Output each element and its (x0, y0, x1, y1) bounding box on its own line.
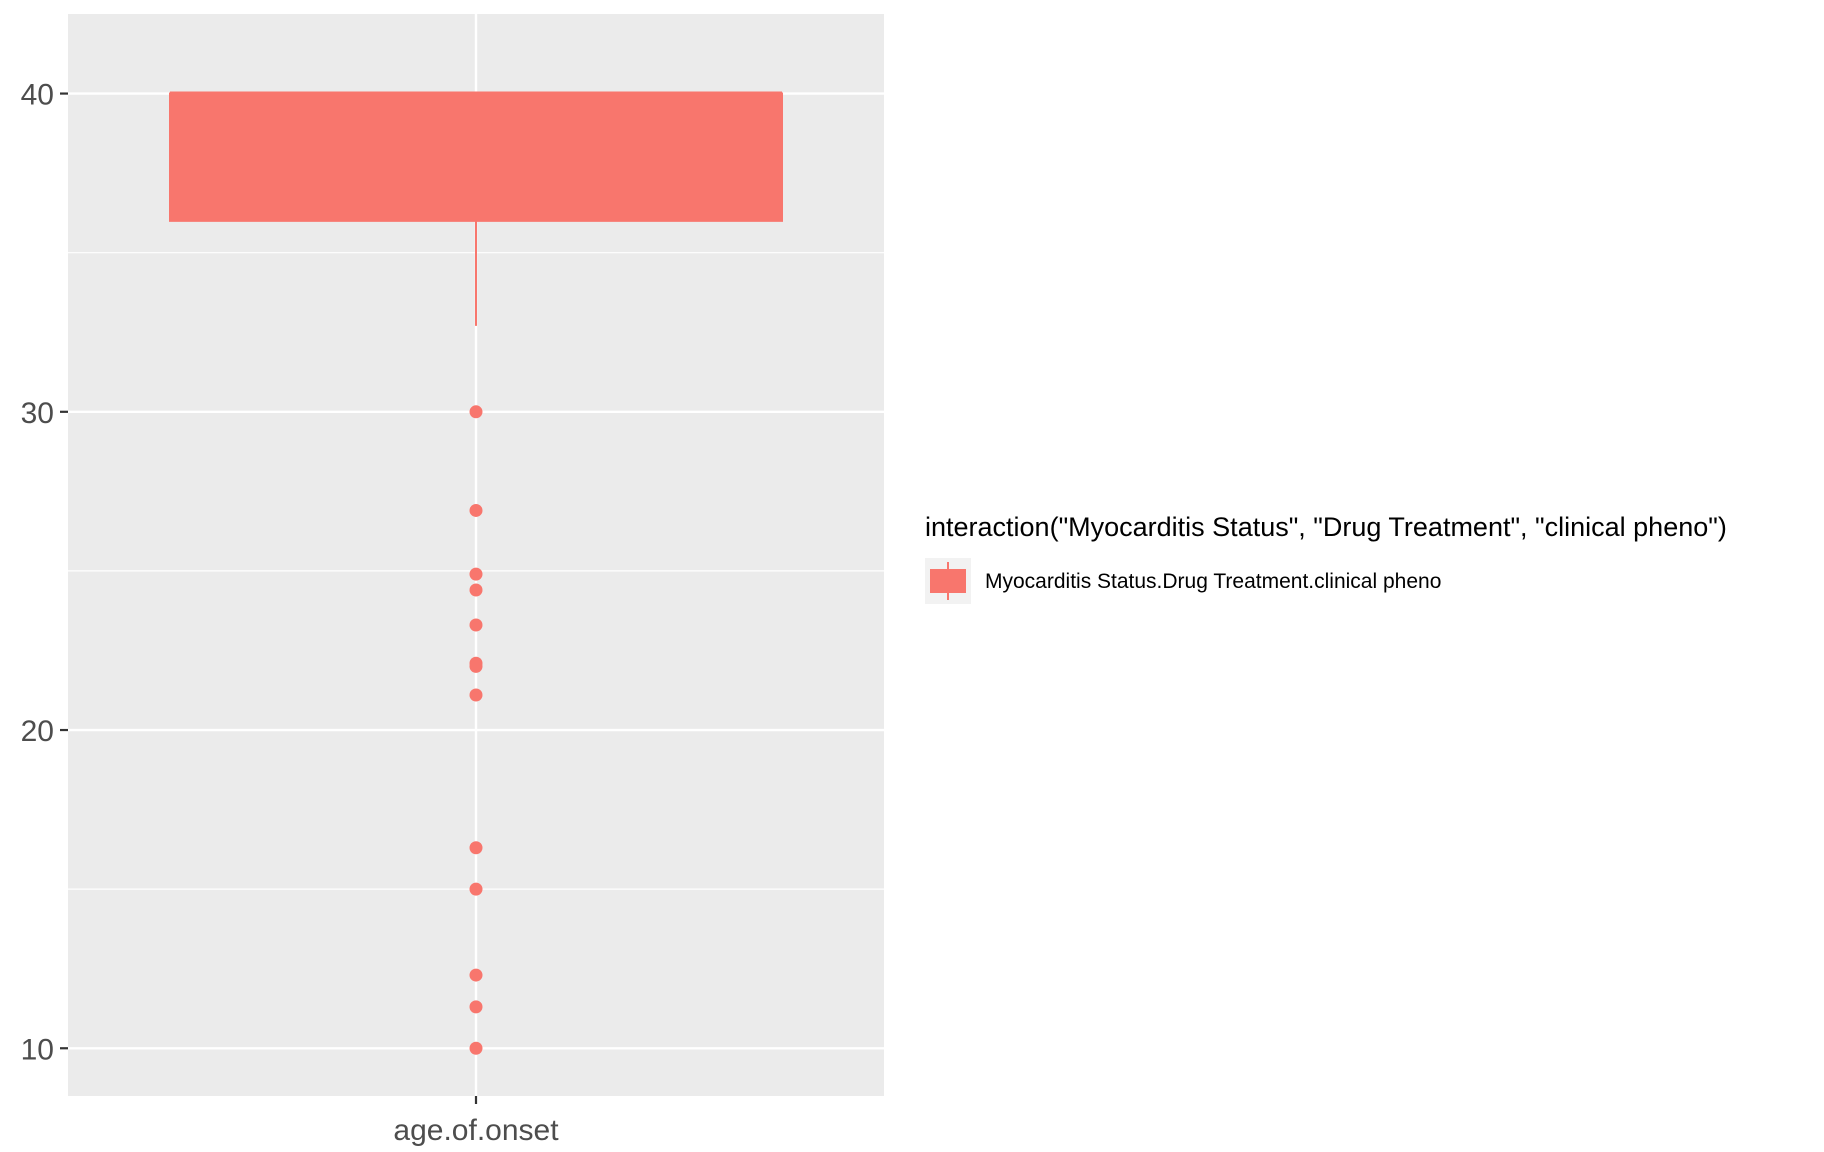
y-tick-label: 30 (21, 397, 54, 430)
y-tick-label: 40 (21, 79, 54, 112)
outlier-point (469, 659, 483, 673)
outlier-point (469, 503, 483, 517)
box-layer (169, 91, 783, 326)
outlier-point (469, 618, 483, 632)
outlier-point (469, 1000, 483, 1014)
outlier-point (469, 841, 483, 855)
outlier-point (469, 405, 483, 419)
x-tick-label: age.of.onset (393, 1114, 559, 1147)
outlier-layer (469, 405, 483, 1055)
y-tick-label: 10 (21, 1033, 54, 1066)
outlier-point (469, 1041, 483, 1055)
y-tick-label: 20 (21, 715, 54, 748)
legend-entry-label: Myocarditis Status.Drug Treatment.clinic… (985, 570, 1441, 593)
outlier-point (469, 583, 483, 597)
legend-title: interaction("Myocarditis Status", "Drug … (925, 512, 1727, 542)
outlier-point (469, 882, 483, 896)
legend: interaction("Myocarditis Status", "Drug … (925, 512, 1727, 604)
legend-key-swatch (930, 569, 966, 593)
legend-keys: Myocarditis Status.Drug Treatment.clinic… (925, 558, 1441, 604)
outlier-point (469, 968, 483, 982)
box-iqr (169, 92, 783, 222)
axes: 10 20 30 40 age.of.onset (21, 79, 560, 1147)
outlier-point (469, 567, 483, 581)
outlier-point (469, 688, 483, 702)
